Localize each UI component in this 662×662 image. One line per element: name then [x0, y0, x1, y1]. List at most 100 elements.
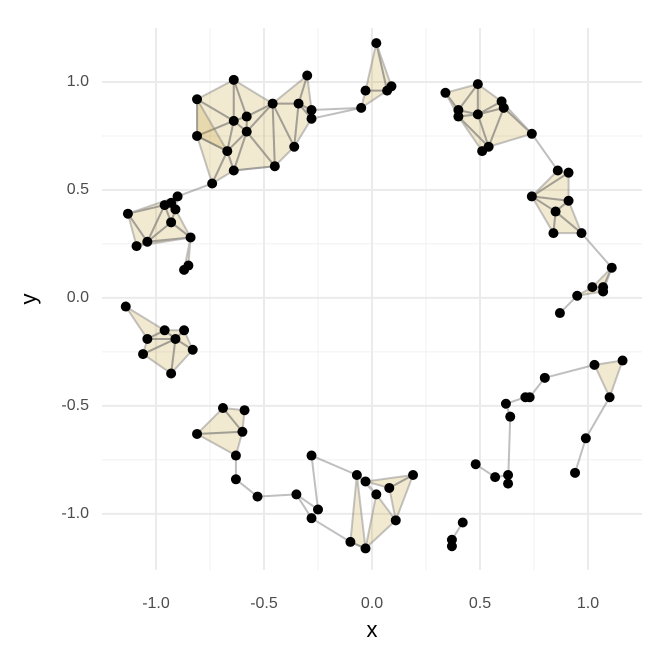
- point: [179, 264, 190, 275]
- triangle: [530, 195, 570, 213]
- point: [371, 38, 382, 49]
- y-axis-title: y: [16, 294, 41, 305]
- y-tick-label: 1.0: [67, 73, 89, 90]
- point: [252, 491, 263, 502]
- point: [172, 191, 183, 202]
- point: [228, 115, 239, 126]
- point: [598, 286, 609, 297]
- triangle: [196, 407, 244, 435]
- triangle: [226, 130, 248, 172]
- triangle: [593, 359, 624, 399]
- point: [269, 161, 280, 172]
- point: [230, 474, 241, 485]
- edge: [311, 106, 362, 120]
- triangle: [271, 74, 309, 105]
- triangle: [232, 78, 274, 118]
- edge: [257, 493, 297, 498]
- point: [386, 81, 397, 92]
- point: [306, 450, 317, 461]
- point: [179, 325, 190, 336]
- point: [228, 74, 239, 85]
- triangle: [226, 119, 248, 153]
- point: [142, 236, 153, 247]
- point: [166, 217, 177, 228]
- point: [446, 541, 457, 552]
- triangle: [126, 212, 149, 248]
- triangle: [170, 208, 192, 239]
- point: [230, 450, 241, 461]
- point: [239, 405, 250, 416]
- triangle: [293, 102, 313, 148]
- point: [563, 195, 574, 206]
- triangle: [142, 337, 177, 356]
- point: [120, 301, 131, 312]
- point: [472, 79, 483, 90]
- x-axis-title: x: [367, 617, 378, 642]
- triangle: [196, 98, 229, 153]
- y-tick-label: 0.0: [67, 289, 89, 306]
- point: [217, 403, 228, 414]
- point: [552, 165, 563, 176]
- point: [606, 262, 617, 273]
- point: [306, 113, 317, 124]
- point: [142, 333, 153, 344]
- triangle: [530, 169, 570, 198]
- point: [505, 411, 516, 422]
- point: [192, 130, 203, 141]
- point: [306, 513, 317, 524]
- edge: [531, 133, 559, 172]
- point: [166, 368, 177, 379]
- point: [222, 146, 233, 157]
- point: [470, 459, 481, 470]
- edge: [311, 106, 362, 112]
- triangle: [196, 134, 229, 185]
- point: [457, 517, 468, 528]
- point: [291, 489, 302, 500]
- point: [170, 204, 181, 215]
- point: [241, 111, 252, 122]
- point: [138, 349, 149, 360]
- point: [122, 208, 133, 219]
- point: [293, 98, 304, 109]
- point: [237, 426, 248, 437]
- point: [267, 98, 278, 109]
- triangle: [530, 171, 570, 202]
- triangle: [245, 102, 274, 133]
- x-tick-label: 0.0: [361, 595, 383, 612]
- point: [185, 232, 196, 243]
- point: [302, 70, 313, 81]
- point: [570, 467, 581, 478]
- point: [539, 372, 550, 383]
- edge: [177, 182, 213, 198]
- triangle: [530, 195, 557, 235]
- point: [589, 359, 600, 370]
- triangle: [196, 119, 235, 153]
- point: [371, 489, 382, 500]
- y-tick-label: -0.5: [61, 397, 89, 414]
- point: [131, 241, 142, 252]
- point: [187, 344, 198, 355]
- triangle: [476, 106, 505, 148]
- triangle: [271, 102, 300, 148]
- point: [408, 469, 419, 480]
- point: [313, 504, 323, 515]
- point: [498, 102, 509, 113]
- edge: [233, 165, 275, 172]
- triangle: [146, 221, 192, 243]
- triangle: [245, 102, 276, 168]
- edge: [544, 363, 595, 379]
- edge: [311, 454, 358, 476]
- y-tick-label: 0.5: [67, 181, 89, 198]
- triangle: [552, 210, 583, 235]
- point: [384, 482, 395, 493]
- point: [580, 433, 591, 444]
- point: [345, 536, 356, 547]
- plot-shapes: [124, 42, 624, 550]
- point: [576, 228, 587, 239]
- triangle: [388, 473, 415, 522]
- point: [453, 111, 464, 122]
- triangle: [196, 78, 235, 122]
- point: [554, 308, 565, 319]
- point: [526, 128, 537, 139]
